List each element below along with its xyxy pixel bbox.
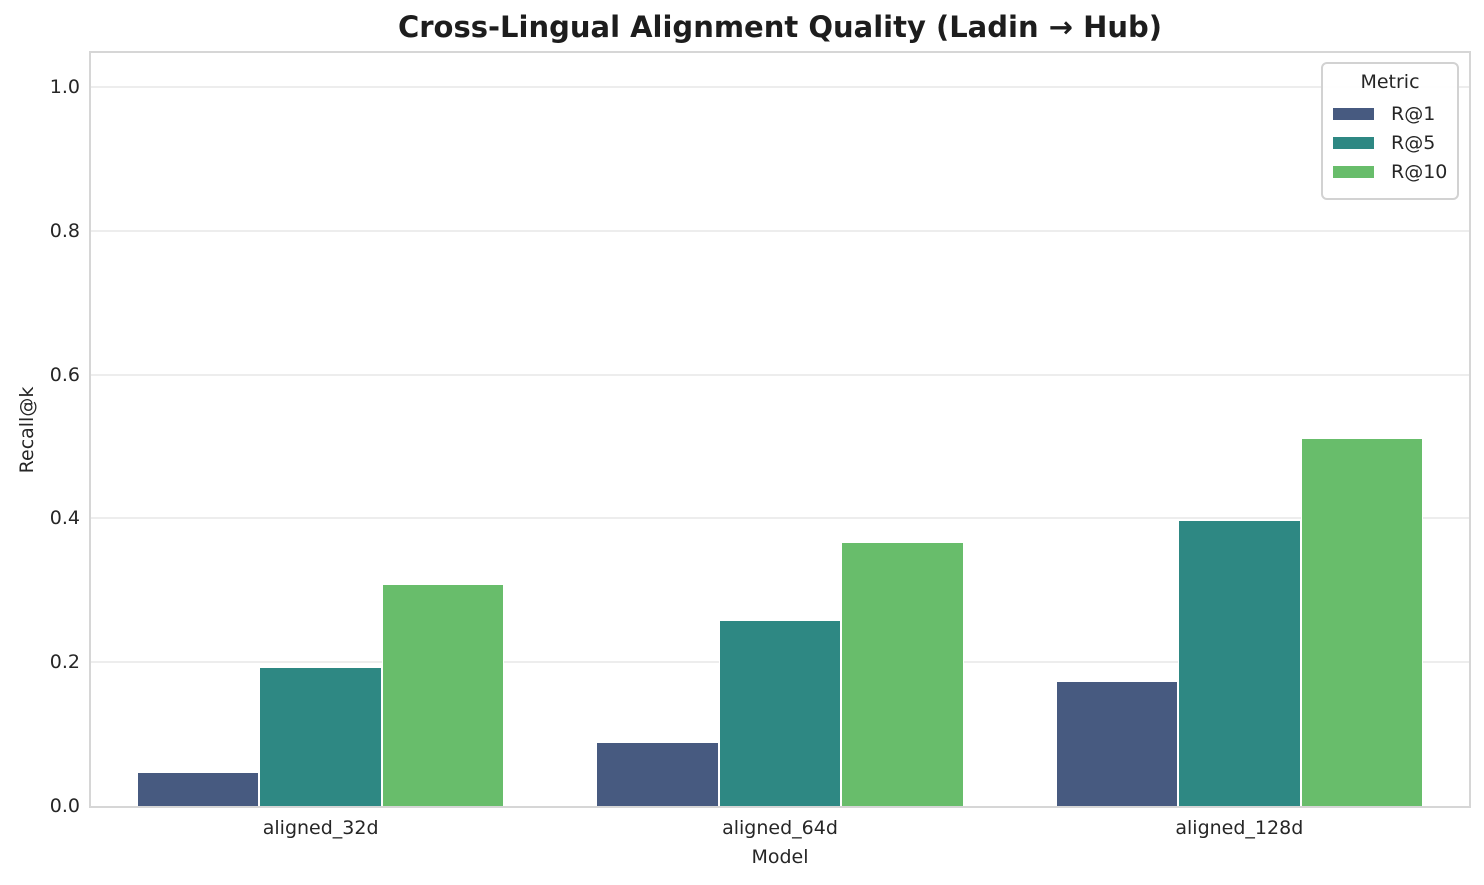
legend-item: R@5 [1323,128,1457,157]
y-tick-label: 0.8 [49,219,80,242]
y-gridline [91,373,1469,376]
bar-aligned_32d-R@1 [136,772,260,806]
bar-aligned_64d-R@1 [596,742,719,806]
bar-aligned_32d-R@10 [381,585,505,806]
y-gridline [91,86,1469,88]
y-gridline [91,229,1469,232]
bar-aligned_64d-R@5 [718,620,842,806]
x-tick-label: aligned_32d [262,817,379,839]
x-axis-label: Model [751,846,809,868]
y-tick-label: 1.0 [49,76,80,98]
chart-title: Cross-Lingual Alignment Quality (Ladin →… [397,10,1163,44]
legend-swatch [1333,136,1374,149]
y-tick-label: 0.0 [49,795,80,817]
legend-items: R@1 R@5 R@10 [1323,99,1457,186]
y-tick-label: 0.2 [49,651,80,674]
y-tick-label: 0.4 [49,507,80,530]
y-axis-label: Recall@k [16,386,38,474]
legend: Metric R@1 R@5 R@10 [1321,62,1459,200]
bar-aligned_128d-R@1 [1055,681,1179,806]
bar-aligned_64d-R@10 [841,542,964,806]
legend-item: R@10 [1323,157,1457,186]
legend-swatch [1333,107,1374,120]
y-tick-label: 0.6 [49,363,80,386]
legend-swatch [1333,165,1374,178]
x-tick-label: aligned_64d [722,817,838,839]
bar-aligned_128d-R@10 [1300,439,1424,806]
legend-item: R@1 [1323,99,1457,128]
legend-item-label: R@1 [1391,102,1436,125]
legend-item-label: R@10 [1391,160,1448,183]
legend-item-label: R@5 [1391,131,1436,154]
x-tick-label: aligned_128d [1175,817,1304,839]
bar-aligned_32d-R@5 [259,667,382,806]
legend-title: Metric [1360,71,1420,93]
y-gridline [91,517,1469,520]
plot-area [89,51,1471,808]
bar-aligned_128d-R@5 [1178,521,1301,806]
